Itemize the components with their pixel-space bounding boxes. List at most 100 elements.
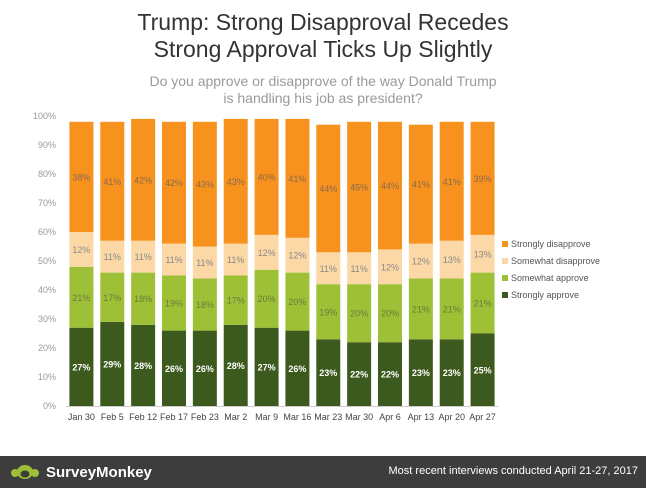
data-label: 17% (103, 293, 121, 303)
chart-subtitle-line-1: Do you approve or disapprove of the way … (149, 73, 497, 89)
y-tick-label: 10% (38, 372, 56, 382)
data-label: 27% (258, 362, 276, 372)
legend-label: Strongly approve (511, 290, 579, 300)
x-tick-label: Apr 20 (438, 412, 465, 422)
bar-segment (192, 246, 217, 279)
chart-title-line-1: Trump: Strong Disapproval Recedes (137, 9, 509, 35)
legend-swatch (502, 275, 508, 281)
data-label: 41% (443, 177, 461, 187)
data-label: 39% (474, 174, 492, 184)
legend-label: Somewhat disapprove (511, 256, 600, 266)
data-label: 20% (258, 294, 276, 304)
legend-swatch (502, 292, 508, 298)
data-label: 12% (72, 245, 90, 255)
x-tick-label: Mar 9 (255, 412, 278, 422)
bar-segment (347, 121, 372, 253)
brand-logo: SurveyMonkey (10, 462, 152, 482)
data-label: 28% (134, 361, 152, 371)
data-label: 13% (443, 255, 461, 265)
data-label: 11% (196, 258, 213, 268)
x-tick-label: Apr 13 (408, 412, 435, 422)
y-tick-label: 90% (38, 140, 56, 150)
x-tick-label: Mar 2 (224, 412, 247, 422)
data-label: 13% (474, 249, 492, 259)
bar-segment (378, 342, 402, 406)
bar-segment (69, 232, 94, 267)
data-label: 11% (104, 252, 121, 262)
data-label: 11% (320, 264, 337, 274)
data-label: 22% (350, 370, 368, 380)
bar-segment (162, 330, 186, 406)
data-label: 41% (412, 180, 430, 190)
bar-segment (285, 272, 310, 331)
data-label: 29% (103, 359, 121, 369)
y-tick-label: 40% (38, 285, 56, 295)
bar-segment (192, 330, 217, 406)
data-label: 20% (288, 297, 306, 307)
bar-segment (100, 272, 125, 322)
bar-segment (131, 272, 156, 325)
data-label: 41% (288, 174, 306, 184)
bar-segment (378, 284, 402, 343)
x-tick-label: Mar 23 (314, 412, 342, 422)
bar-segment (223, 118, 248, 244)
x-tick-label: Mar 30 (345, 412, 373, 422)
bar-segment (285, 330, 310, 406)
data-label: 44% (319, 184, 337, 194)
data-label: 12% (288, 251, 306, 261)
data-label: 11% (134, 252, 151, 262)
bar-segment (100, 240, 125, 273)
data-label: 28% (227, 361, 245, 371)
data-label: 19% (319, 307, 337, 317)
bar-segment (254, 327, 279, 406)
data-label: 21% (412, 304, 430, 314)
bar-segment (378, 249, 402, 285)
bar-segment (470, 272, 495, 334)
bar-segment (378, 121, 402, 250)
y-tick-label: 0% (43, 401, 56, 411)
data-label: 26% (196, 364, 214, 374)
footnote: Most recent interviews conducted April 2… (388, 465, 638, 477)
x-tick-label: Feb 12 (129, 412, 157, 422)
data-label: 42% (165, 178, 183, 188)
bar-segment (223, 324, 248, 406)
y-tick-label: 100% (33, 111, 56, 121)
data-label: 12% (412, 257, 430, 267)
bar-segment (316, 252, 341, 285)
bar-segment (100, 321, 125, 406)
data-label: 41% (103, 177, 121, 187)
y-tick-label: 30% (38, 314, 56, 324)
data-label: 12% (258, 248, 276, 258)
legend-label: Somewhat approve (511, 273, 589, 283)
y-tick-label: 80% (38, 169, 56, 179)
stacked-bar-chart: 0% 10% 20% 30% 40% 50% 60% 70% 80% 90% 100% 27% 21% 1… (33, 111, 600, 422)
data-label: 20% (350, 309, 368, 319)
data-label: 21% (443, 304, 461, 314)
data-label: 45% (350, 183, 368, 193)
x-tick-label: Mar 16 (283, 412, 311, 422)
data-label: 23% (412, 368, 430, 378)
data-label: 43% (227, 177, 245, 187)
data-label: 17% (227, 296, 245, 306)
data-label: 23% (443, 368, 461, 378)
data-label: 19% (165, 299, 183, 309)
chart-subtitle-line-2: is handling his job as president? (223, 90, 423, 106)
brand-name: SurveyMonkey (46, 463, 152, 481)
data-label: 26% (165, 364, 183, 374)
bar-segment (223, 275, 248, 325)
bar-segment (254, 234, 279, 270)
bar-segment (254, 269, 279, 328)
data-label: 38% (72, 172, 90, 182)
x-tick-label: Feb 23 (191, 412, 219, 422)
y-tick-label: 20% (38, 343, 56, 353)
data-label: 44% (381, 181, 399, 191)
bar-segment (408, 243, 433, 279)
data-label: 23% (319, 368, 337, 378)
data-label: 25% (474, 365, 492, 375)
bar-segment (254, 118, 279, 235)
bar-segment (162, 121, 186, 244)
bar-segment (316, 124, 341, 253)
survey-monkey-logo-icon (11, 465, 39, 479)
x-tick-label: Apr 6 (379, 412, 401, 422)
bar-segment (223, 243, 248, 276)
